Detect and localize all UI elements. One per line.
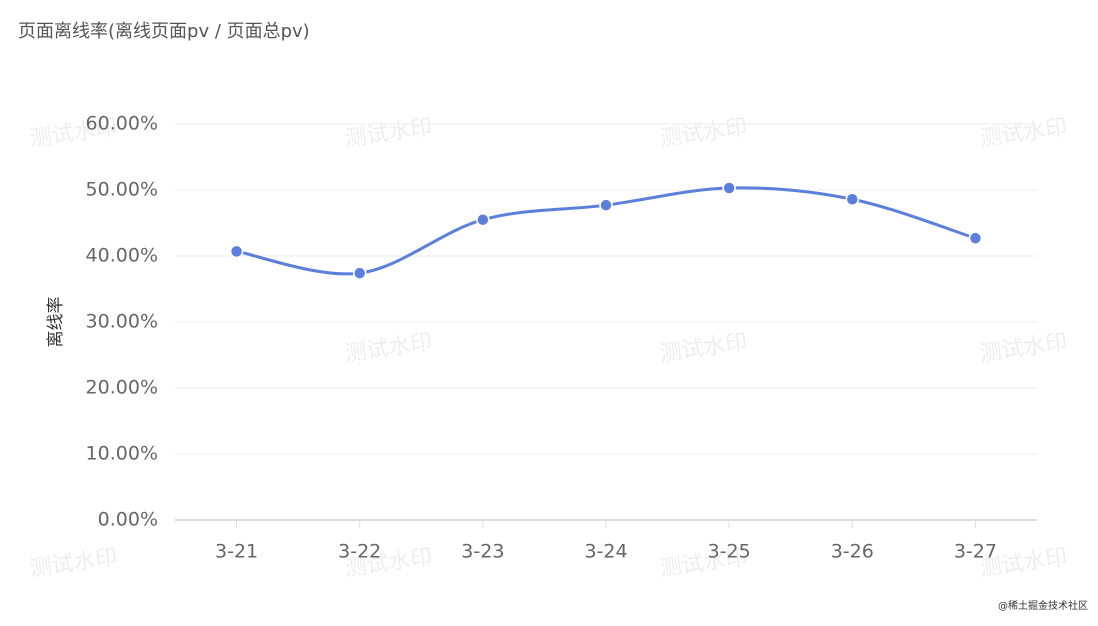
point [845,192,860,206]
y-tick-label: 30.00% [86,311,158,333]
y-tick-label: 60.00% [86,113,158,135]
point [722,181,736,195]
y-axis-label: 离线率 [46,297,66,348]
point [352,266,367,280]
x-tick-label: 3-21 [215,541,258,563]
y-tick-label: 20.00% [86,377,158,399]
x-tick-label: 3-22 [338,541,381,563]
x-tick-label: 3-25 [708,541,751,563]
x-tick-label: 3-26 [831,541,874,563]
point [599,198,613,212]
point [968,231,983,245]
point [476,212,490,227]
x-tick-label: 3-24 [584,541,627,563]
x-tick-label: 3-23 [461,541,504,563]
y-tick-label: 40.00% [86,245,158,267]
point [229,244,244,259]
chart-title: 页面离线率(离线页面pv / 页面总pv) [18,21,310,42]
y-tick-label: 0.00% [98,509,158,531]
y-tick-label: 50.00% [86,179,158,201]
credit: @稀土掘金技术社区 [998,599,1088,612]
x-tick-label: 3-27 [954,541,997,563]
y-tick-label: 10.00% [86,443,158,465]
